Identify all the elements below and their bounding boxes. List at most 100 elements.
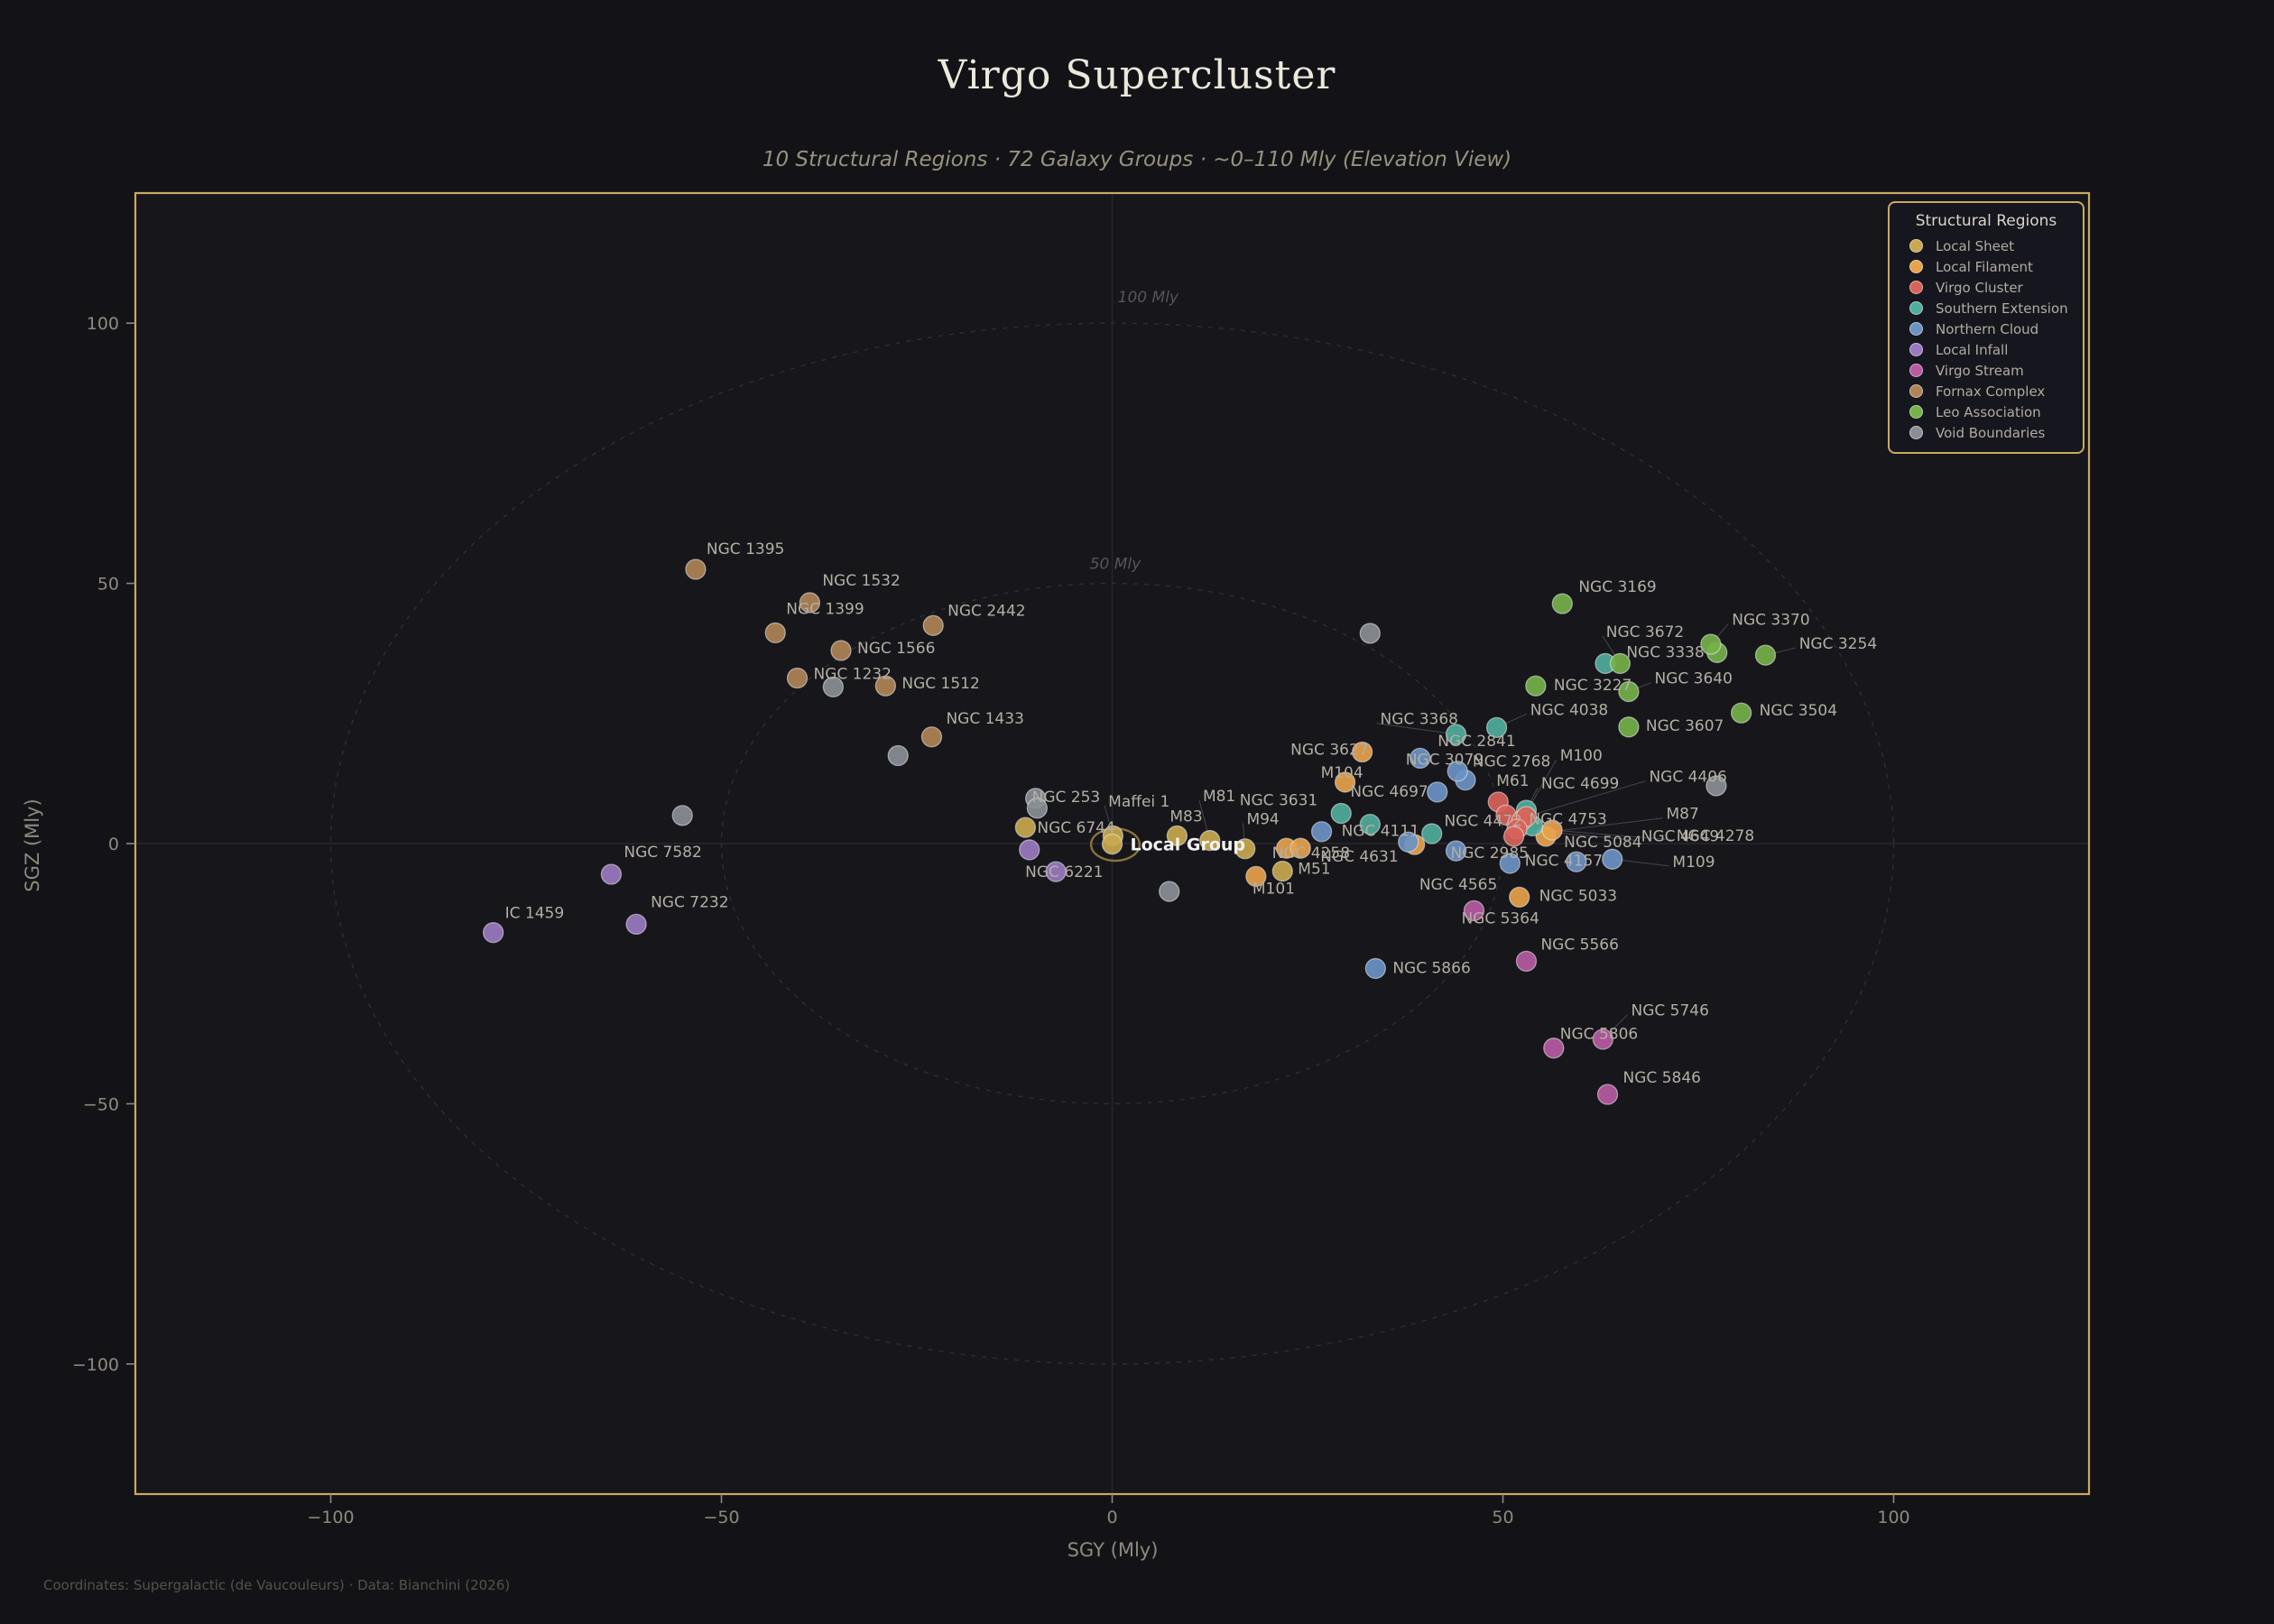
data-point[interactable] [1421, 823, 1443, 844]
data-point-label: NGC 3672 [1606, 623, 1684, 641]
data-point[interactable] [1566, 851, 1587, 872]
legend-item[interactable]: Northern Cloud [1899, 318, 2074, 339]
data-point[interactable] [1602, 848, 1623, 870]
data-point[interactable] [1502, 826, 1525, 847]
data-point[interactable] [822, 676, 844, 698]
chart-subtitle: 10 Structural Regions · 72 Galaxy Groups… [762, 148, 1512, 171]
data-point[interactable] [1364, 957, 1386, 980]
data-point[interactable] [685, 558, 707, 580]
data-point[interactable] [786, 667, 809, 689]
data-point[interactable] [1596, 1084, 1619, 1105]
data-point[interactable] [1427, 781, 1448, 803]
data-point[interactable] [1199, 829, 1221, 852]
data-point[interactable] [1359, 623, 1381, 644]
data-point[interactable] [1159, 881, 1180, 902]
data-point-label: M101 [1253, 880, 1295, 898]
data-point-label: NGC 6221 [1025, 863, 1103, 881]
data-point-label: NGC 3631 [1240, 792, 1317, 810]
data-point[interactable] [1485, 716, 1508, 739]
data-point[interactable] [600, 863, 623, 885]
data-point[interactable] [1351, 741, 1373, 763]
legend-item[interactable]: Virgo Stream [1899, 360, 2074, 381]
data-point[interactable] [1525, 675, 1547, 697]
data-point[interactable] [1730, 702, 1752, 724]
data-point-label: NGC 5364 [1461, 909, 1539, 927]
data-point[interactable] [1499, 853, 1521, 874]
data-point[interactable] [1101, 833, 1123, 855]
label-leader-line [1376, 723, 1456, 735]
legend-item[interactable]: Leo Association [1899, 401, 2074, 422]
data-point-label: NGC 3368 [1381, 711, 1458, 729]
data-point-label: NGC 4699 [1541, 775, 1619, 793]
data-point[interactable] [874, 675, 897, 697]
data-point[interactable] [799, 592, 821, 614]
data-point[interactable] [1271, 860, 1293, 882]
x-tick-label: 100 [1877, 1508, 1909, 1527]
legend-item[interactable]: Fornax Complex [1899, 381, 2074, 401]
data-point[interactable] [1463, 900, 1485, 922]
data-point-label: M94 [1246, 810, 1279, 828]
data-point[interactable] [887, 744, 909, 767]
data-point[interactable] [1410, 747, 1431, 770]
data-point[interactable] [1234, 838, 1256, 860]
footer-note: Coordinates: Supergalactic (de Vaucouleu… [43, 1577, 511, 1593]
data-point[interactable] [625, 913, 647, 936]
data-point[interactable] [1398, 831, 1419, 853]
data-point[interactable] [1290, 837, 1311, 859]
data-point[interactable] [1330, 802, 1352, 825]
data-point[interactable] [1543, 1038, 1565, 1059]
data-point-label: NGC 253 [1032, 789, 1101, 807]
legend-swatch-icon [1909, 281, 1923, 294]
data-point-label: NGC 4157 [1525, 853, 1603, 871]
data-point[interactable] [922, 614, 944, 636]
data-point[interactable] [1754, 644, 1777, 666]
label-leader-line [1552, 829, 1673, 841]
data-point[interactable] [1445, 840, 1467, 862]
legend-item[interactable]: Void Boundaries [1899, 422, 2074, 443]
data-point-label: NGC 3254 [1799, 635, 1877, 653]
legend-item-label: Virgo Cluster [1936, 279, 2023, 296]
data-point[interactable] [1026, 798, 1049, 819]
distance-ring [329, 322, 1895, 1365]
legend-item[interactable]: Local Infall [1899, 339, 2074, 360]
data-point[interactable] [1509, 886, 1530, 909]
data-point[interactable] [1551, 593, 1573, 614]
legend-item[interactable]: Virgo Cluster [1899, 277, 2074, 298]
data-point[interactable] [1618, 716, 1640, 738]
data-point-label: NGC 4258 [1272, 844, 1350, 863]
data-point-label: NGC 7232 [651, 893, 728, 911]
legend-swatch-icon [1909, 322, 1923, 336]
data-point[interactable] [1445, 724, 1467, 745]
data-point[interactable] [1592, 1029, 1613, 1050]
data-point[interactable] [1166, 825, 1188, 846]
legend-item[interactable]: Southern Extension [1899, 298, 2074, 318]
x-tick-label: 0 [1106, 1508, 1117, 1527]
data-point[interactable] [482, 921, 504, 944]
data-point[interactable] [1245, 865, 1267, 887]
data-point[interactable] [920, 726, 943, 748]
data-point-label: NGC 5033 [1539, 887, 1617, 905]
data-point[interactable] [1310, 821, 1333, 843]
data-point[interactable] [1045, 861, 1067, 882]
data-point-label: NGC 3169 [1578, 578, 1656, 596]
data-point[interactable] [1515, 950, 1538, 973]
data-point-label: M83 [1169, 807, 1202, 826]
data-point[interactable] [1618, 680, 1640, 703]
legend-item[interactable]: Local Filament [1899, 256, 2074, 277]
data-point[interactable] [1359, 814, 1381, 835]
data-point[interactable] [1609, 652, 1632, 675]
data-point[interactable] [1014, 817, 1037, 838]
legend-item[interactable]: Local Sheet [1899, 235, 2074, 256]
data-point[interactable] [671, 805, 693, 826]
data-point[interactable] [830, 640, 852, 661]
data-point[interactable] [1706, 775, 1727, 797]
data-point-label: NGC 2985 [1451, 844, 1529, 863]
legend: Structural Regions Local Sheet Local Fila… [1888, 201, 2084, 454]
data-point[interactable] [1700, 633, 1722, 655]
data-point[interactable] [1019, 839, 1040, 861]
data-point[interactable] [1447, 761, 1468, 782]
label-leader-line [1526, 780, 1646, 817]
data-point[interactable] [1334, 771, 1356, 793]
data-point[interactable] [764, 622, 786, 644]
